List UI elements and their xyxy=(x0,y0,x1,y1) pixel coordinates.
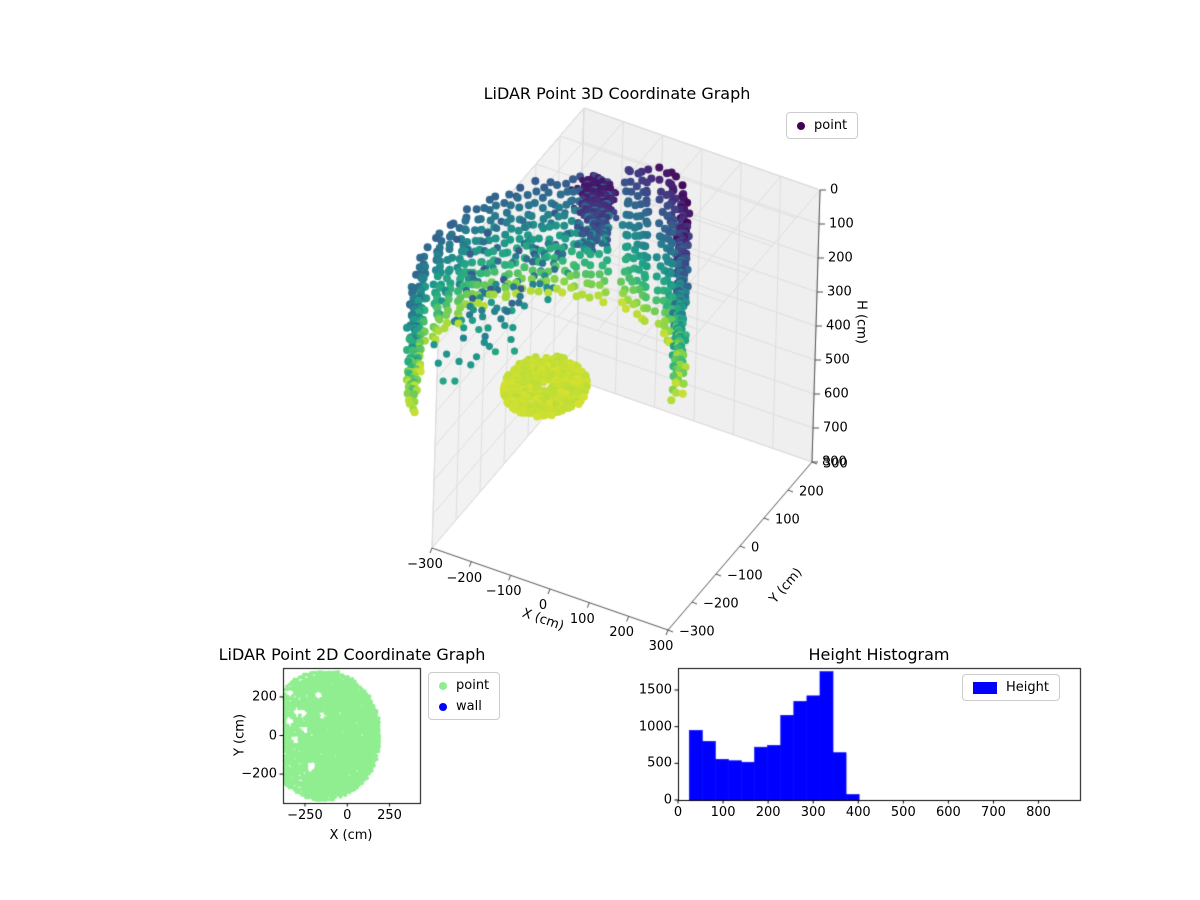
z-tick-label-3d: 600 xyxy=(824,386,849,402)
x-tick-label-hist: 0 xyxy=(673,805,683,820)
y-tick-label-3d: −300 xyxy=(679,624,715,640)
x-tick-label-3d: −100 xyxy=(485,584,522,600)
legend-row: wall xyxy=(439,699,489,714)
z-tick-label-3d: 300 xyxy=(827,284,852,300)
y-tick-label-2d: 200 xyxy=(252,689,277,705)
y-tick-label-3d: 0 xyxy=(751,540,760,556)
x-tick-label-3d: −300 xyxy=(407,557,443,572)
x-tick-label-hist: 800 xyxy=(1026,805,1051,820)
x-tick-label-hist: 400 xyxy=(845,805,871,820)
chart-3d-legend: point xyxy=(786,112,859,139)
legend-row: Height xyxy=(973,680,1049,695)
y-tick-label-3d: −100 xyxy=(727,568,763,584)
x-tick-label-3d: 0 xyxy=(538,598,548,613)
y-tick-label-3d: 300 xyxy=(823,456,848,472)
chart-3d-z-axis-label: H (cm) xyxy=(853,300,869,344)
chart-2d-y-axis-label: Y (cm) xyxy=(232,713,248,757)
legend-row: point xyxy=(797,118,847,133)
x-tick-label-hist: 600 xyxy=(935,805,961,820)
y-tick-label-3d: −200 xyxy=(703,596,739,612)
y-tick-label-3d: 100 xyxy=(775,512,800,528)
wall-legend-label-2d: wall xyxy=(456,699,482,714)
chart-2d-x-axis-label: X (cm) xyxy=(329,828,373,843)
point-legend-marker-3d xyxy=(797,121,805,130)
y-tick-label-2d: −200 xyxy=(241,766,277,782)
y-tick-label-hist: 1000 xyxy=(638,719,672,735)
x-tick-label-3d: 300 xyxy=(648,639,674,654)
y-tick-label-2d: 0 xyxy=(268,728,277,743)
x-tick-label-3d: 200 xyxy=(609,625,635,641)
chart-2d-legend: point wall xyxy=(428,672,501,720)
x-tick-label-hist: 500 xyxy=(890,805,916,820)
x-tick-label-3d: −200 xyxy=(446,570,483,586)
z-tick-label-3d: 200 xyxy=(828,250,853,266)
legend-row: point xyxy=(439,678,489,693)
y-tick-label-3d: 200 xyxy=(799,484,824,500)
z-tick-label-3d: 700 xyxy=(823,420,848,436)
x-tick-label-2d: 0 xyxy=(343,808,352,823)
y-tick-label-hist: 0 xyxy=(663,792,672,808)
histogram-title: Height Histogram xyxy=(808,645,950,664)
wall-legend-marker-2d xyxy=(439,702,447,711)
chart-3d-y-axis-label: Y (cm) xyxy=(766,565,806,607)
point-legend-marker-2d xyxy=(439,681,447,690)
point-legend-label-2d: point xyxy=(456,678,490,693)
x-tick-label-3d: 100 xyxy=(569,611,595,627)
histogram-legend: Height xyxy=(962,674,1060,701)
chart-3d-title: LiDAR Point 3D Coordinate Graph xyxy=(483,84,751,103)
y-tick-label-hist: 1500 xyxy=(638,682,672,698)
height-legend-label: Height xyxy=(1006,680,1049,695)
x-tick-label-2d: −250 xyxy=(287,808,323,823)
x-tick-label-hist: 100 xyxy=(710,805,736,820)
chart-2d-title: LiDAR Point 2D Coordinate Graph xyxy=(218,645,486,664)
x-tick-label-hist: 700 xyxy=(981,805,1006,820)
x-tick-label-hist: 300 xyxy=(800,805,826,820)
z-tick-label-3d: 100 xyxy=(829,216,854,232)
height-legend-swatch xyxy=(973,681,997,694)
x-tick-label-hist: 200 xyxy=(755,805,781,820)
z-tick-label-3d: 500 xyxy=(825,352,850,368)
z-tick-label-3d: 0 xyxy=(830,182,839,198)
point-legend-label-3d: point xyxy=(814,118,848,133)
y-tick-label-hist: 500 xyxy=(647,755,672,771)
z-tick-label-3d: 800 xyxy=(822,454,847,470)
x-tick-label-2d: 250 xyxy=(377,808,402,823)
z-tick-label-3d: 400 xyxy=(826,318,851,334)
